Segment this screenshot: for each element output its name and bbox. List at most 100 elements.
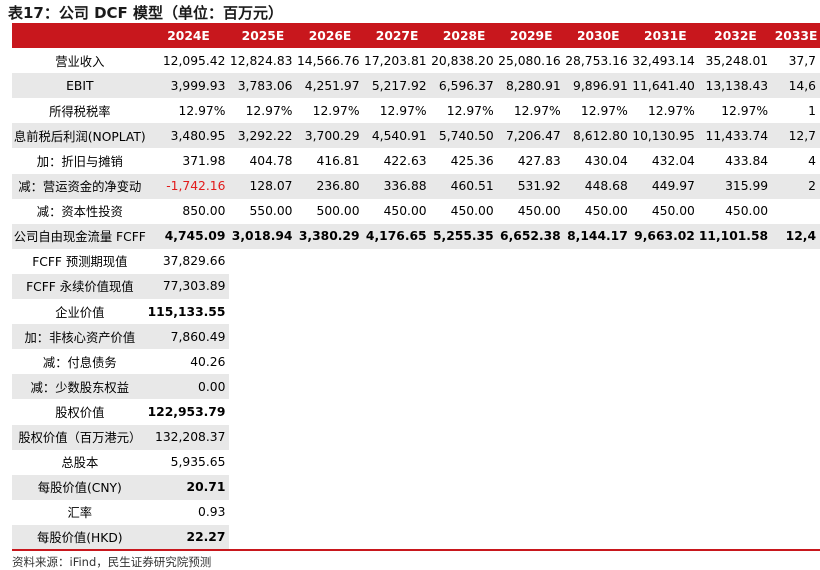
empty-cell bbox=[229, 374, 820, 400]
year-header: 2033E bbox=[772, 23, 820, 49]
value-cell: 12.97% bbox=[379, 103, 427, 118]
summary-value: 0.93 bbox=[198, 505, 226, 520]
value-cell: 3,018.94 bbox=[229, 223, 297, 249]
value-cell: 11,641.40 bbox=[631, 73, 699, 99]
summary-label: 减：付息债务 bbox=[42, 355, 117, 370]
year-header: 2031E bbox=[631, 23, 699, 49]
summary-row: 股权价值 122,953.79 bbox=[12, 399, 820, 425]
year-header: 2029E bbox=[497, 23, 565, 49]
value-cell: 4 bbox=[808, 154, 816, 169]
value-cell: 14,566.76 bbox=[296, 53, 360, 68]
value-cell: 460.51 bbox=[430, 173, 498, 199]
summary-row: 每股价值(CNY) 20.71 bbox=[12, 474, 820, 500]
value-cell: 11,101.58 bbox=[698, 223, 773, 249]
empty-cell bbox=[229, 273, 820, 300]
value-cell: 12,4 bbox=[772, 223, 820, 249]
value-cell: 14,6 bbox=[772, 73, 820, 99]
summary-row: 企业价值 115,133.55 bbox=[12, 299, 820, 325]
value-cell: 416.81 bbox=[316, 154, 360, 169]
value-cell: 37,7 bbox=[788, 53, 816, 68]
value-cell: 5,255.35 bbox=[430, 223, 498, 249]
value-cell: 531.92 bbox=[497, 173, 565, 199]
summary-label: FCFF 永续价值现值 bbox=[12, 273, 148, 300]
summary-label: 股权价值 bbox=[55, 405, 105, 420]
value-cell: 12.97% bbox=[312, 103, 360, 118]
row-label: 加：折旧与摊销 bbox=[36, 155, 123, 170]
header-corner bbox=[12, 23, 148, 49]
row-label: 公司自由现金流量 FCFF bbox=[12, 223, 148, 249]
value-cell: 550.00 bbox=[249, 204, 293, 219]
summary-row: 股权价值（百万港元） 132,208.37 bbox=[12, 424, 820, 450]
row-label: 减：营运资金的净变动 bbox=[12, 173, 148, 199]
dcf-model-table: 2024E 2025E 2026E 2027E 2028E 2029E 2030… bbox=[12, 23, 820, 550]
summary-row: 总股本 5,935.65 bbox=[12, 449, 820, 475]
value-cell: 850.00 bbox=[182, 204, 226, 219]
value-cell: 4,176.65 bbox=[363, 223, 431, 249]
value-cell: 3,783.06 bbox=[229, 73, 297, 99]
table-row: 减：营运资金的净变动 -1,742.16 128.07 236.80 336.88 460… bbox=[12, 173, 820, 199]
value-cell: 450.00 bbox=[517, 204, 561, 219]
summary-row: FCFF 预测期现值 37,829.66 bbox=[12, 248, 820, 274]
summary-label: FCFF 预测期现值 bbox=[32, 255, 128, 270]
value-cell: 450.00 bbox=[584, 204, 628, 219]
empty-cell bbox=[229, 349, 820, 375]
header-row: 2024E 2025E 2026E 2027E 2028E 2029E 2030… bbox=[12, 23, 820, 49]
table-row: 公司自由现金流量 FCFF 4,745.09 3,018.94 3,380.29 4,1… bbox=[12, 223, 820, 249]
value-cell: 432.04 bbox=[651, 154, 695, 169]
summary-label: 股权价值（百万港元） bbox=[12, 424, 148, 450]
summary-value: 77,303.89 bbox=[147, 273, 230, 300]
value-cell: 6,652.38 bbox=[497, 223, 565, 249]
summary-label: 加：非核心资产价值 bbox=[12, 324, 148, 350]
value-cell: 12,7 bbox=[772, 123, 820, 149]
value-cell: 8,280.91 bbox=[497, 73, 565, 99]
value-cell: 4,745.09 bbox=[147, 223, 230, 249]
value-cell: 3,999.93 bbox=[147, 73, 230, 99]
summary-row: 每股价值(HKD) 22.27 bbox=[12, 524, 820, 550]
value-cell: 5,740.50 bbox=[430, 123, 498, 149]
value-cell: 236.80 bbox=[296, 173, 364, 199]
value-cell: 25,080.16 bbox=[498, 53, 561, 68]
row-label: 减：资本性投资 bbox=[36, 205, 123, 220]
value-cell: 13,138.43 bbox=[698, 73, 773, 99]
value-cell: 450.00 bbox=[651, 204, 695, 219]
summary-value: 115,133.55 bbox=[147, 304, 226, 319]
value-cell: 450.00 bbox=[450, 204, 494, 219]
value-cell: 12,095.42 bbox=[162, 53, 226, 68]
summary-value: 122,953.79 bbox=[147, 404, 226, 419]
value-cell: 427.83 bbox=[517, 154, 561, 169]
summary-value: 20.71 bbox=[147, 474, 230, 500]
value-cell: 10,130.95 bbox=[631, 123, 699, 149]
year-header: 2026E bbox=[296, 23, 364, 49]
table-row: 加：折旧与摊销 371.98 404.78 416.81 422.63 425.36 427… bbox=[12, 148, 820, 173]
row-label: 营业收入 bbox=[55, 54, 105, 69]
empty-cell bbox=[229, 474, 820, 500]
year-header: 2024E bbox=[147, 23, 230, 49]
summary-value: 37,829.66 bbox=[162, 254, 226, 269]
value-cell: 28,753.16 bbox=[565, 53, 628, 68]
value-cell: 128.07 bbox=[229, 173, 297, 199]
summary-value: 132,208.37 bbox=[147, 424, 230, 450]
table-row: 息前税后利润(NOPLAT) 3,480.95 3,292.22 3,700.29 4,… bbox=[12, 123, 820, 149]
summary-row: 加：非核心资产价值 7,860.49 bbox=[12, 324, 820, 350]
value-cell: 9,896.91 bbox=[564, 73, 632, 99]
value-cell: 6,596.37 bbox=[430, 73, 498, 99]
value-cell: 422.63 bbox=[383, 154, 427, 169]
empty-cell bbox=[229, 248, 820, 274]
empty-cell bbox=[229, 449, 820, 475]
summary-label: 汇率 bbox=[67, 506, 93, 521]
year-header: 2025E bbox=[229, 23, 297, 49]
empty-cell bbox=[229, 299, 820, 325]
row-label: 息前税后利润(NOPLAT) bbox=[12, 123, 148, 149]
value-cell: 4,251.97 bbox=[296, 73, 364, 99]
bottom-rule bbox=[12, 549, 820, 551]
source-note: 资料来源：iFind，民生证券研究院预测 bbox=[12, 555, 212, 569]
value-cell: 2 bbox=[772, 173, 820, 199]
dcf-table-container: 2024E 2025E 2026E 2027E 2028E 2029E 2030… bbox=[12, 23, 820, 550]
summary-value: 5,935.65 bbox=[170, 455, 226, 470]
table-title: 表17：公司 DCF 模型（单位：百万元） bbox=[8, 4, 284, 22]
row-label: 所得税税率 bbox=[49, 104, 111, 119]
year-header: 2028E bbox=[430, 23, 498, 49]
value-cell: 7,206.47 bbox=[497, 123, 565, 149]
summary-label: 减：少数股东权益 bbox=[12, 374, 148, 400]
value-cell: 12.97% bbox=[580, 103, 628, 118]
